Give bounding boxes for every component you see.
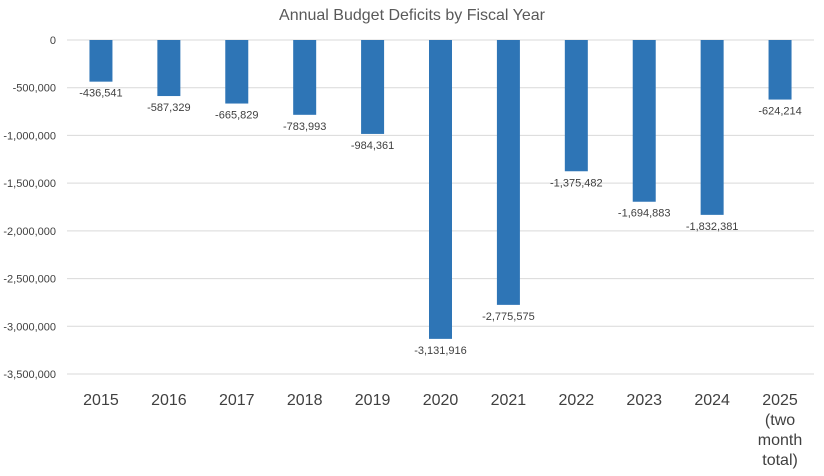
bar [632, 40, 656, 202]
bar [225, 40, 249, 104]
data-labels: -436,541 -587,329 -665,829 -783,993 -984,361… [79, 88, 802, 357]
x-tick-label: 2024 [694, 392, 730, 409]
x-tick-label: 2015 [83, 392, 119, 409]
x-axis-tick-labels: 2015 2016 2017 2018 2019 2020 2021 2022 2023 2024… [83, 392, 802, 469]
bars [89, 40, 792, 339]
data-label: -783,993 [283, 121, 326, 133]
x-tick-label: 2017 [219, 392, 255, 409]
x-tick-label: 2025 (two month total) [758, 392, 802, 469]
bar [429, 40, 452, 339]
bar [768, 40, 792, 100]
chart-title: Annual Budget Deficits by Fiscal Year [279, 7, 546, 24]
y-axis-tick-labels: 0 -500,000 -1,000,000 -1,500,000 -2,000,000 -… [3, 35, 56, 381]
y-tick-label: -1,000,000 [3, 130, 56, 142]
y-tick-label: -1,500,000 [3, 178, 56, 190]
x-tick-label: 2022 [559, 392, 595, 409]
data-label: -1,375,482 [550, 177, 603, 189]
x-tick-label: 2019 [355, 392, 391, 409]
bar [564, 40, 588, 172]
bar [361, 40, 385, 134]
data-label: -1,832,381 [686, 221, 739, 233]
data-label: -665,829 [215, 110, 258, 122]
x-tick-label: 2023 [626, 392, 662, 409]
bar [700, 40, 724, 215]
data-label: -587,329 [147, 102, 190, 114]
y-tick-label: -3,000,000 [3, 321, 56, 333]
bar [89, 40, 113, 82]
x-tick-label: 2020 [423, 392, 459, 409]
data-label: -436,541 [79, 88, 122, 100]
bar [157, 40, 181, 97]
y-tick-label: -3,500,000 [3, 369, 56, 381]
y-tick-label: -500,000 [13, 83, 56, 95]
data-label: -2,775,575 [482, 311, 535, 323]
data-label: -624,214 [758, 106, 801, 118]
x-tick-label: 2021 [491, 392, 527, 409]
data-label: -1,694,883 [618, 208, 671, 220]
y-tick-label: -2,000,000 [3, 226, 56, 238]
x-tick-label: 2018 [287, 392, 323, 409]
y-tick-label: 0 [50, 35, 56, 47]
x-tick-label: 2016 [151, 392, 187, 409]
bar [293, 40, 317, 115]
data-label: -984,361 [351, 140, 394, 152]
y-tick-label: -2,500,000 [3, 274, 56, 286]
data-label: -3,131,916 [414, 345, 467, 357]
bar [496, 40, 520, 305]
